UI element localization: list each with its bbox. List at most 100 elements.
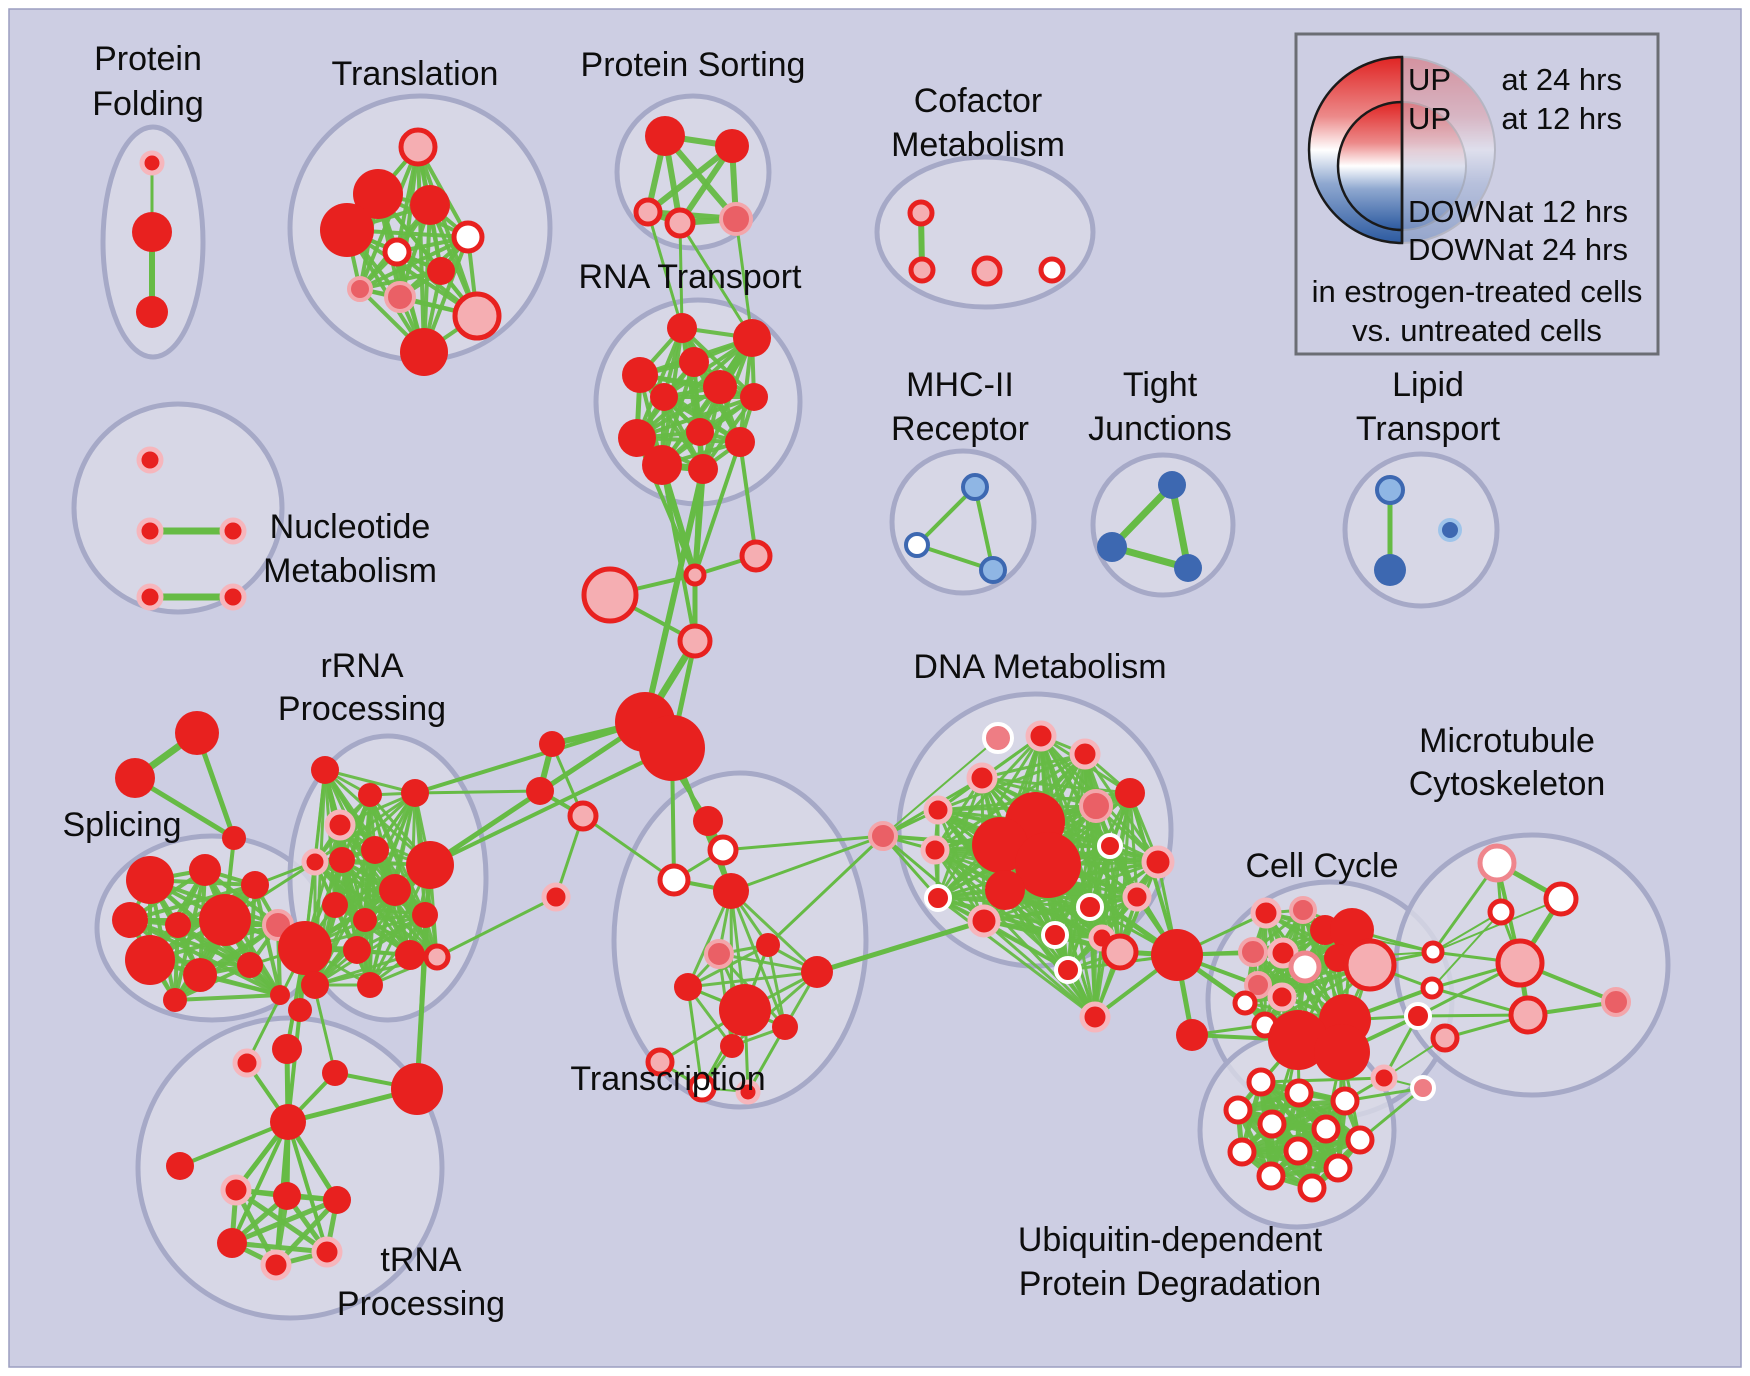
network-node[interactable] [633,197,663,227]
network-node[interactable] [136,517,164,545]
network-node[interactable] [1238,937,1268,967]
network-node[interactable] [683,563,707,587]
network-node[interactable] [907,199,935,227]
network-node[interactable] [322,1060,348,1086]
network-node[interactable] [904,532,930,558]
network-node[interactable] [353,908,377,932]
network-node[interactable] [1543,881,1579,917]
network-node[interactable] [358,783,382,807]
network-node[interactable] [1375,475,1405,505]
network-node[interactable] [923,795,953,825]
network-node[interactable] [217,1228,247,1258]
network-node[interactable] [720,1034,744,1058]
network-node[interactable] [1374,554,1406,586]
network-node[interactable] [979,556,1007,584]
network-node[interactable] [410,185,450,225]
network-node[interactable] [427,257,455,285]
network-node[interactable] [703,370,737,404]
network-node[interactable] [260,1249,292,1281]
network-node[interactable] [400,328,448,376]
network-node[interactable] [183,958,217,992]
network-node[interactable] [1404,1002,1432,1030]
network-node[interactable] [115,758,155,798]
network-node[interactable] [961,473,989,501]
network-node[interactable] [222,826,246,850]
network-node[interactable] [301,848,329,876]
network-node[interactable] [740,383,768,411]
network-node[interactable] [719,202,753,236]
network-node[interactable] [715,129,749,163]
network-node[interactable] [1330,1086,1360,1116]
network-node[interactable] [966,762,998,794]
network-node[interactable] [401,779,429,807]
network-node[interactable] [1314,1024,1370,1080]
network-node[interactable] [452,291,502,341]
network-node[interactable] [136,446,164,474]
network-node[interactable] [1343,938,1397,992]
network-node[interactable] [650,383,678,411]
network-node[interactable] [1438,518,1462,542]
network-node[interactable] [237,952,263,978]
network-node[interactable] [175,711,219,755]
network-node[interactable] [343,936,371,964]
network-node[interactable] [1477,843,1517,883]
network-node[interactable] [526,777,554,805]
network-node[interactable] [1421,940,1445,964]
network-node[interactable] [657,863,691,897]
network-node[interactable] [1297,1173,1327,1203]
network-node[interactable] [379,874,411,906]
network-node[interactable] [868,821,898,851]
network-node[interactable] [693,806,723,836]
network-node[interactable] [645,1047,675,1077]
network-node[interactable] [1101,933,1139,971]
network-node[interactable] [1097,532,1127,562]
network-node[interactable] [1079,789,1113,823]
network-node[interactable] [125,935,175,985]
network-node[interactable] [686,418,714,446]
network-node[interactable] [618,419,656,457]
network-node[interactable] [687,1073,717,1103]
network-node[interactable] [353,169,403,219]
network-node[interactable] [985,870,1025,910]
network-node[interactable] [1268,1010,1328,1070]
network-node[interactable] [1158,471,1186,499]
network-node[interactable] [1284,1078,1314,1108]
network-node[interactable] [642,445,682,485]
network-node[interactable] [667,313,697,343]
network-node[interactable] [1076,893,1104,921]
network-node[interactable] [329,847,355,873]
network-node[interactable] [1223,1095,1253,1125]
network-node[interactable] [412,902,438,928]
network-node[interactable] [1141,845,1175,879]
network-node[interactable] [1288,950,1322,984]
network-node[interactable] [733,319,771,357]
network-node[interactable] [725,427,755,457]
network-node[interactable] [136,296,168,328]
network-node[interactable] [1246,1067,1276,1097]
network-node[interactable] [539,731,565,757]
network-node[interactable] [347,276,373,302]
network-node[interactable] [679,347,709,377]
network-node[interactable] [1323,1153,1353,1183]
network-node[interactable] [1069,738,1101,770]
network-node[interactable] [112,902,148,938]
network-node[interactable] [1267,937,1299,969]
network-node[interactable] [1495,938,1545,988]
network-node[interactable] [272,1034,302,1064]
network-node[interactable] [136,583,164,611]
network-node[interactable] [1267,982,1297,1012]
network-node[interactable] [398,127,438,167]
network-node[interactable] [126,856,174,904]
network-node[interactable] [1174,554,1202,582]
network-node[interactable] [1487,898,1515,926]
network-node[interactable] [1041,921,1069,949]
network-node[interactable] [1151,929,1203,981]
network-node[interactable] [719,984,771,1036]
network-node[interactable] [270,1104,306,1140]
network-node[interactable] [739,539,773,573]
network-node[interactable] [382,237,412,267]
network-node[interactable] [1420,976,1444,1000]
network-node[interactable] [639,715,705,781]
network-node[interactable] [1227,1137,1257,1167]
network-node[interactable] [1025,720,1057,752]
